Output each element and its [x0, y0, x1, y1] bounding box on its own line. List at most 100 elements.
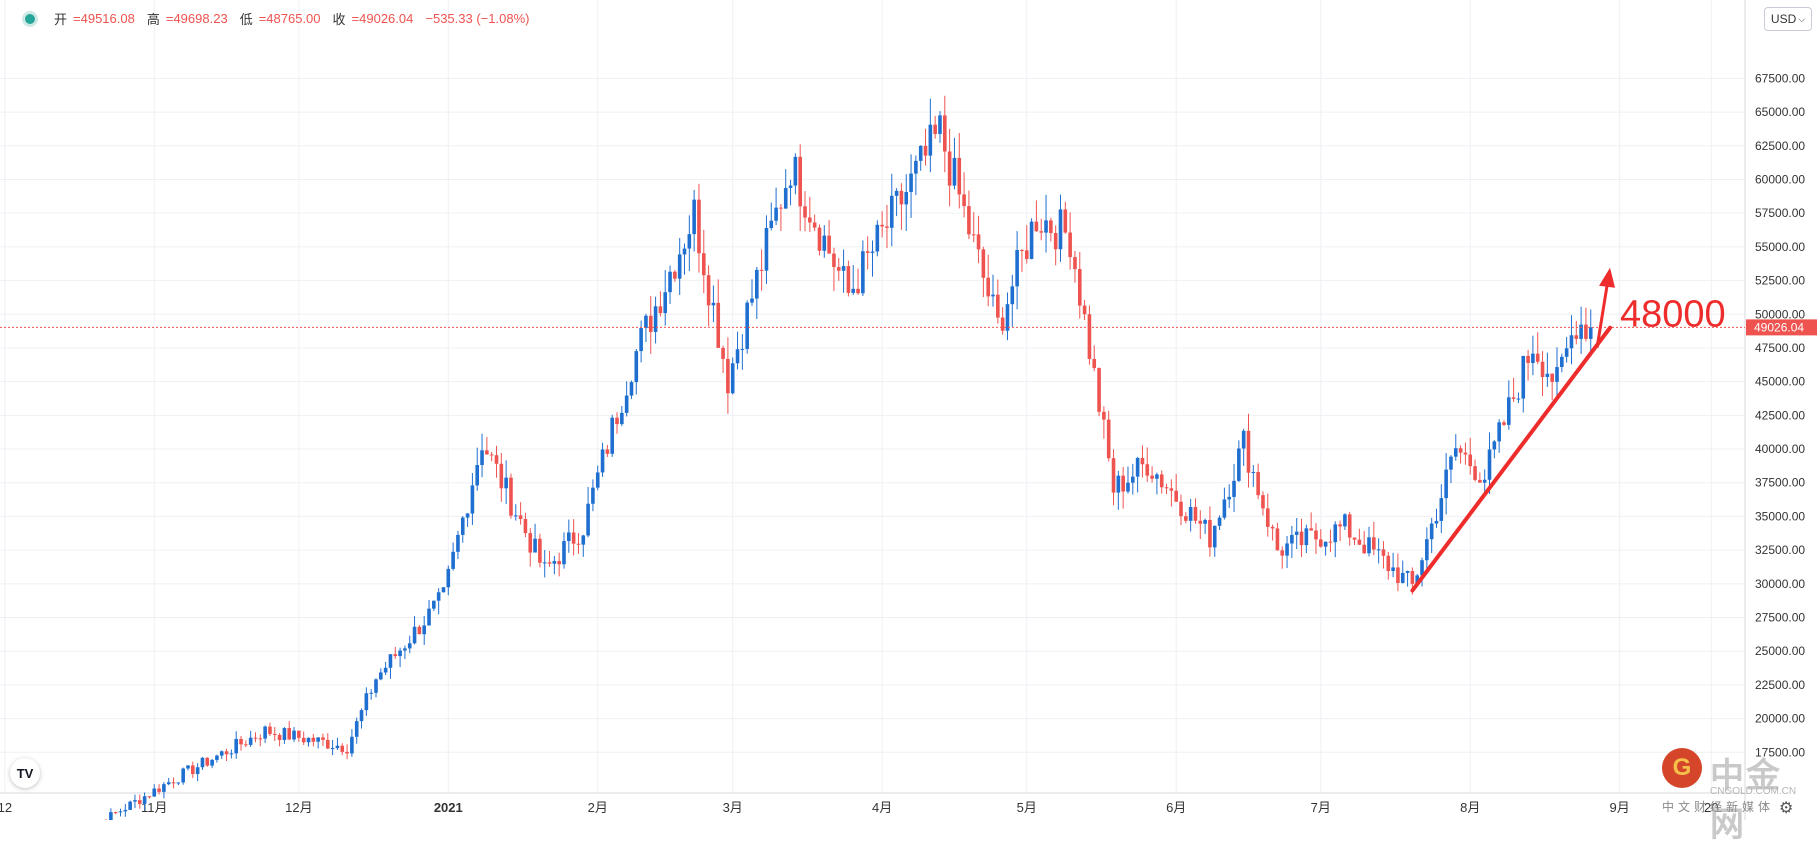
- y-tick-label: 60000.00: [1755, 172, 1805, 186]
- candle-body: [547, 562, 552, 564]
- candle-body: [485, 450, 489, 455]
- candle-body: [595, 472, 600, 488]
- candle-body: [976, 234, 981, 250]
- candle-body: [460, 517, 465, 535]
- candle-body: [1102, 411, 1106, 420]
- candle-body: [374, 679, 378, 693]
- candle-body: [1319, 539, 1323, 547]
- y-tick-label: 25000.00: [1755, 644, 1805, 658]
- candle-body: [1511, 397, 1516, 399]
- candle-body: [1145, 464, 1150, 476]
- y-tick-label: 40000.00: [1755, 442, 1805, 456]
- candle-body: [528, 533, 533, 553]
- candle-body: [1487, 449, 1492, 480]
- watermark-logo: G: [1662, 748, 1702, 788]
- y-tick-label: 17500.00: [1755, 745, 1805, 759]
- currency-selector[interactable]: USD ⌵: [1764, 7, 1812, 31]
- candle-body: [687, 234, 692, 249]
- candle-body: [475, 465, 480, 486]
- candle-body: [258, 738, 263, 740]
- candle-body: [1005, 304, 1010, 331]
- candle-body: [586, 503, 590, 536]
- candle-body: [1555, 367, 1559, 382]
- candle-body: [1506, 397, 1511, 425]
- candle-body: [538, 538, 542, 563]
- candle-body: [962, 194, 966, 207]
- chevron-down-icon: ⌵: [1798, 13, 1806, 24]
- open-value: =49516.08: [73, 11, 135, 26]
- candle-body: [1521, 355, 1526, 399]
- candle-body: [774, 207, 778, 221]
- candle-body: [1169, 488, 1174, 491]
- candle-body: [234, 739, 239, 754]
- candle-body: [841, 266, 846, 271]
- tradingview-logo[interactable]: TV: [10, 758, 40, 788]
- candle-body: [1212, 525, 1217, 548]
- candle-body: [1053, 233, 1058, 250]
- candle-body: [272, 733, 277, 735]
- candle-body: [1290, 534, 1294, 544]
- candle-body: [938, 115, 942, 134]
- candle-body: [379, 672, 383, 680]
- candle-body: [1232, 480, 1236, 497]
- candle-body: [306, 737, 311, 743]
- candle-body: [581, 535, 586, 545]
- candle-body: [832, 253, 836, 268]
- candle-body: [282, 728, 287, 741]
- candle-body: [1453, 448, 1458, 457]
- candle-body: [793, 156, 798, 186]
- candle-body: [1111, 458, 1116, 493]
- candle-body: [1463, 452, 1468, 455]
- candle-body: [427, 608, 431, 626]
- candle-body: [1347, 514, 1352, 538]
- candle-body: [1121, 475, 1125, 492]
- candle-body: [788, 185, 793, 188]
- candle-body: [1526, 355, 1530, 364]
- candle-body: [1126, 482, 1130, 492]
- candle-body: [436, 592, 441, 601]
- y-tick-label: 42500.00: [1755, 408, 1805, 422]
- candle-body: [166, 782, 171, 785]
- candle-body: [803, 206, 807, 218]
- candle-body: [576, 543, 581, 545]
- candlestick-chart[interactable]: 17500.00 20000.00 22500.00 25000.00 27500.00…: [0, 0, 1817, 820]
- candle-body: [118, 811, 123, 813]
- candle-body: [432, 600, 436, 609]
- candle-body: [1410, 571, 1415, 584]
- candle-body: [422, 625, 426, 635]
- candle-body: [350, 736, 354, 754]
- candle-body: [634, 351, 639, 383]
- candle-body: [759, 269, 764, 271]
- candle-body: [513, 515, 518, 517]
- candle-body: [1280, 550, 1285, 556]
- gear-icon[interactable]: ⚙: [1779, 800, 1794, 817]
- candle-body: [1535, 353, 1540, 362]
- candle-body: [1131, 476, 1135, 483]
- candle-body: [1077, 269, 1082, 306]
- candle-body: [451, 551, 455, 569]
- candle-body: [533, 538, 537, 553]
- candle-body: [1140, 457, 1145, 465]
- candle-body: [1184, 516, 1188, 521]
- candle-body: [730, 363, 735, 394]
- candle-body: [1058, 209, 1063, 250]
- candle-body: [856, 288, 860, 294]
- candle-body: [648, 315, 653, 332]
- candle-body: [865, 251, 870, 253]
- arrow-shaft: [1595, 285, 1609, 348]
- candle-body: [1550, 373, 1554, 382]
- candle-body: [996, 294, 1000, 318]
- candle-body: [726, 358, 730, 394]
- candle-body: [1227, 496, 1232, 500]
- candle-body: [470, 485, 475, 514]
- y-tick-label: 20000.00: [1755, 712, 1805, 726]
- candle-body: [297, 730, 301, 738]
- candle-body: [1164, 487, 1169, 489]
- candle-body: [783, 187, 788, 209]
- candle-body: [918, 145, 923, 161]
- candle-body: [1574, 335, 1579, 339]
- candle-body: [542, 562, 547, 564]
- candle-body: [769, 220, 774, 228]
- candle-body: [1314, 530, 1318, 540]
